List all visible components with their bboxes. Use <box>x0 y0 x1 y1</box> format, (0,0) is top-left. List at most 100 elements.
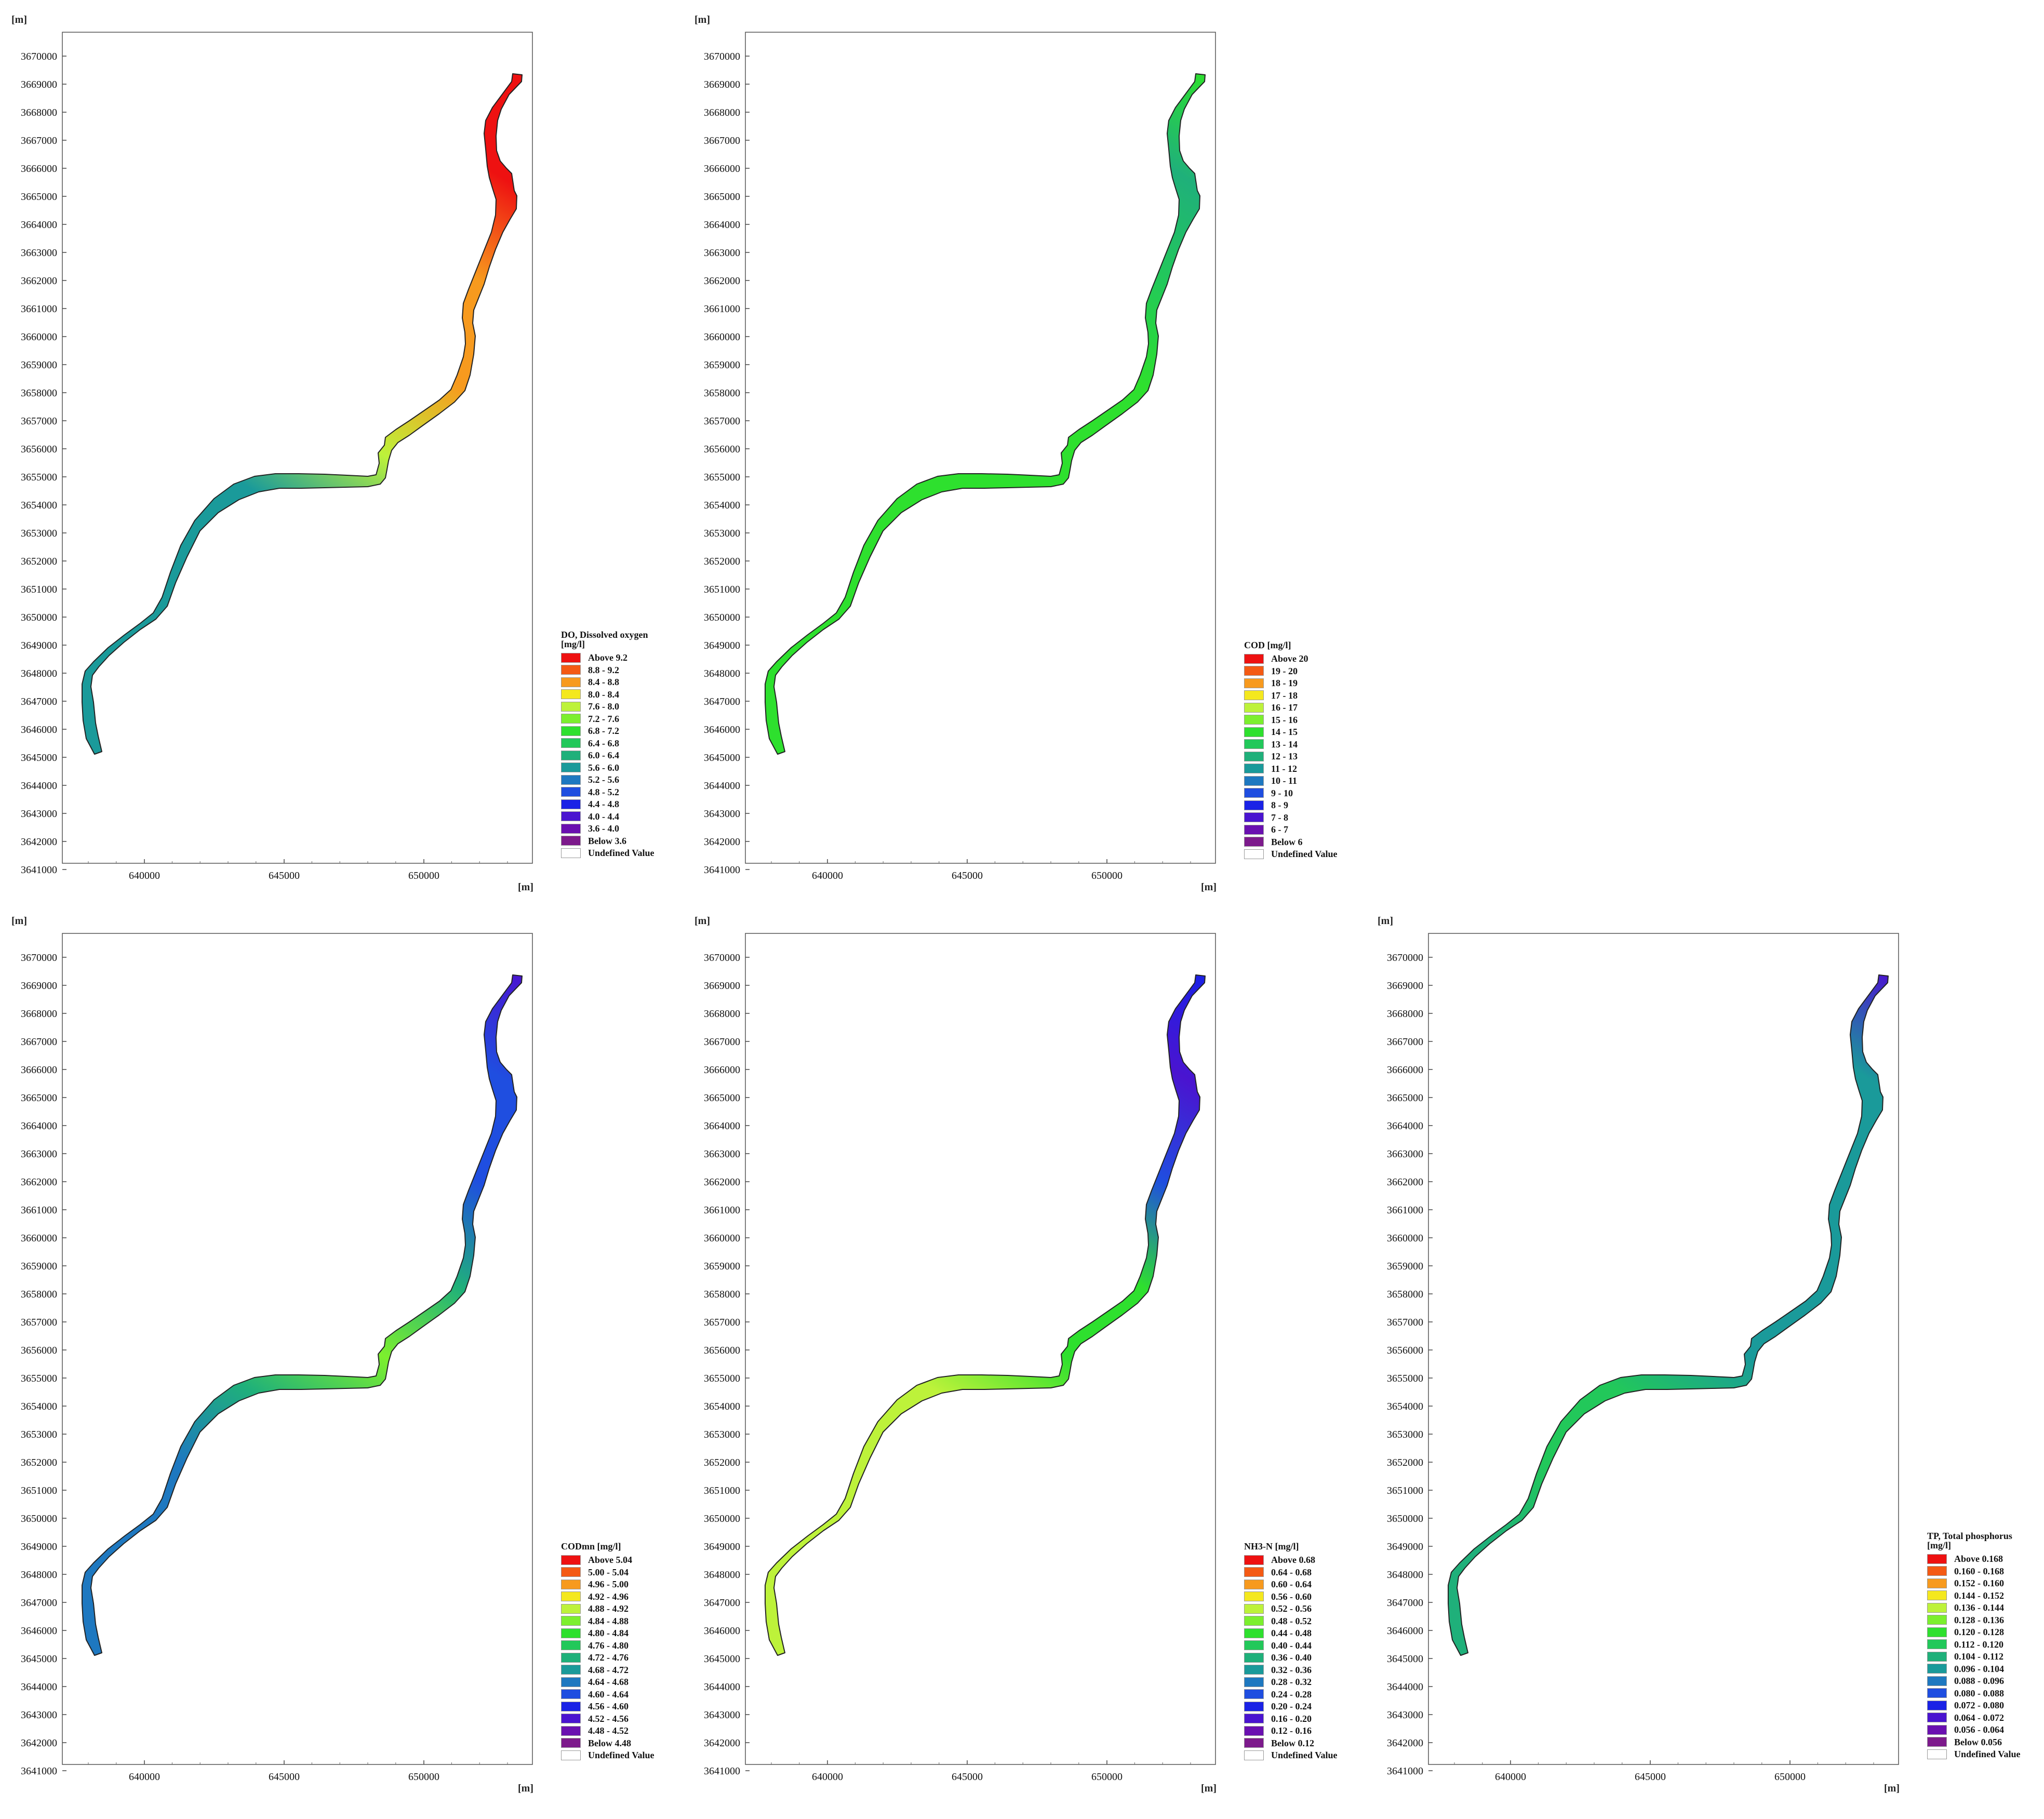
y-tick-label: 3657000 <box>21 416 57 427</box>
legend-label: 0.088 - 0.096 <box>1954 1676 2004 1687</box>
legend-label: 7.6 - 8.0 <box>588 701 619 712</box>
legend-swatch <box>1244 666 1264 676</box>
legend-label: Below 0.12 <box>1271 1737 1314 1748</box>
legend: TP, Total phosphorus [mg/l] Above 0.168 0.… <box>1927 1531 2021 1761</box>
legend-item: Above 5.04 <box>561 1554 654 1567</box>
legend-item: 11 - 12 <box>1244 763 1338 775</box>
y-tick-label: 3656000 <box>21 444 57 455</box>
legend-item: 4.68 - 4.72 <box>561 1664 654 1676</box>
y-tick-label: 3652000 <box>704 1457 740 1468</box>
x-tick-label: 645000 <box>269 1771 300 1783</box>
legend-item: 16 - 17 <box>1244 702 1338 714</box>
legend-swatch <box>1244 788 1264 798</box>
legend-swatch <box>561 1591 581 1602</box>
legend-item: 4.92 - 4.96 <box>561 1590 654 1603</box>
legend-label: 4.48 - 4.52 <box>588 1726 629 1736</box>
legend-label: 0.64 - 0.68 <box>1271 1567 1312 1577</box>
y-tick-label: 3643000 <box>21 808 57 820</box>
legend-swatch <box>1927 1639 1947 1650</box>
legend-swatch <box>1927 1688 1947 1698</box>
legend-swatch <box>561 1701 581 1711</box>
legend-label: 0.136 - 0.144 <box>1954 1602 2004 1613</box>
legend-swatch <box>1244 812 1264 823</box>
legend-item: 0.080 - 0.088 <box>1927 1687 2021 1700</box>
y-tick-label: 3670000 <box>704 952 740 964</box>
y-tick-label: 3669000 <box>704 79 740 90</box>
legend-swatch <box>561 652 581 663</box>
y-tick-label: 3645000 <box>21 752 57 764</box>
y-tick-label: 3650000 <box>21 612 57 623</box>
y-tick-label: 3650000 <box>1387 1513 1423 1524</box>
river-contour-area <box>765 974 1206 1656</box>
y-tick-label: 3656000 <box>704 444 740 455</box>
legend-swatch <box>1244 837 1264 847</box>
legend-item: 10 - 11 <box>1244 775 1338 787</box>
legend-label: 8 - 9 <box>1271 800 1288 811</box>
legend-item: 4.48 - 4.52 <box>561 1725 654 1737</box>
y-tick-label: 3670000 <box>21 952 57 964</box>
y-tick-label: 3667000 <box>21 135 57 146</box>
legend-item: 6.0 - 6.4 <box>561 750 654 762</box>
legend-item: 0.12 - 0.16 <box>1244 1725 1338 1737</box>
y-unit-label: [m] <box>11 915 27 927</box>
y-tick-label: 3657000 <box>21 1317 57 1328</box>
y-tick-label: 3649000 <box>1387 1541 1423 1553</box>
legend-swatch <box>1927 1737 1947 1747</box>
legend-item: 0.48 - 0.52 <box>1244 1615 1338 1627</box>
legend-label: 4.56 - 4.60 <box>588 1701 629 1712</box>
y-tick-label: 3644000 <box>21 1681 57 1693</box>
legend-swatch <box>1244 800 1264 810</box>
legend-swatch <box>561 1603 581 1614</box>
legend-swatch <box>561 1616 581 1626</box>
y-tick-label: 3646000 <box>704 724 740 735</box>
y-tick-label: 3645000 <box>704 1653 740 1665</box>
legend-item: 0.40 - 0.44 <box>1244 1639 1338 1652</box>
y-tick-label: 3641000 <box>704 1766 740 1777</box>
y-tick-label: 3660000 <box>704 1233 740 1244</box>
legend-item: 0.20 - 0.24 <box>1244 1701 1338 1713</box>
y-tick-label: 3654000 <box>21 500 57 511</box>
legend-item: 8.0 - 8.4 <box>561 688 654 701</box>
y-tick-label: 3668000 <box>704 1008 740 1020</box>
legend-item: 9 - 10 <box>1244 787 1338 799</box>
legend-label: 4.0 - 4.4 <box>588 811 619 822</box>
y-unit-label: [m] <box>11 14 27 25</box>
legend-title: DO, Dissolved oxygen [mg/l] <box>561 629 648 649</box>
legend-item: 4.0 - 4.4 <box>561 810 654 823</box>
legend-item: 0.152 - 0.160 <box>1927 1577 2021 1590</box>
y-tick-label: 3654000 <box>21 1401 57 1412</box>
legend-label: 4.96 - 5.00 <box>588 1579 629 1590</box>
legend-title: COD [mg/l] <box>1244 639 1291 650</box>
legend-item: 0.60 - 0.64 <box>1244 1579 1338 1591</box>
legend-label: Undefined Value <box>1954 1749 2021 1760</box>
x-unit-label: [m] <box>518 1783 533 1794</box>
legend-label: 5.00 - 5.04 <box>588 1567 629 1577</box>
legend-swatch <box>561 1628 581 1638</box>
legend-swatch <box>561 689 581 700</box>
y-tick-label: 3645000 <box>1387 1653 1423 1665</box>
legend-label: 18 - 19 <box>1271 678 1298 689</box>
legend-item: 0.36 - 0.40 <box>1244 1652 1338 1664</box>
legend-swatch <box>561 1567 581 1577</box>
legend-label: 0.28 - 0.32 <box>1271 1677 1312 1688</box>
legend-swatch <box>561 1714 581 1724</box>
legend-label: 15 - 16 <box>1271 714 1298 725</box>
legend-item: 0.128 - 0.136 <box>1927 1614 2021 1626</box>
y-tick-label: 3666000 <box>704 163 740 175</box>
legend-item: 4.56 - 4.60 <box>561 1701 654 1713</box>
legend-item: Above 0.168 <box>1927 1553 2021 1566</box>
legend-swatch <box>1244 1616 1264 1626</box>
legend-label: 8.4 - 8.8 <box>588 677 619 688</box>
y-tick-label: 3663000 <box>704 1148 740 1160</box>
y-tick-label: 3654000 <box>704 1401 740 1412</box>
y-tick-label: 3641000 <box>21 1766 57 1777</box>
legend: CODmn [mg/l] Above 5.04 5.00 - 5.04 4.96 - … <box>561 1542 654 1762</box>
legend-label: 0.24 - 0.28 <box>1271 1689 1312 1700</box>
river-contour-area <box>765 73 1206 755</box>
y-tick-label: 3670000 <box>21 51 57 62</box>
y-tick-label: 3668000 <box>21 107 57 118</box>
river-contour-area <box>82 974 523 1656</box>
legend-swatch <box>1244 653 1264 664</box>
y-tick-label: 3670000 <box>704 51 740 62</box>
legend-item: 15 - 16 <box>1244 714 1338 726</box>
